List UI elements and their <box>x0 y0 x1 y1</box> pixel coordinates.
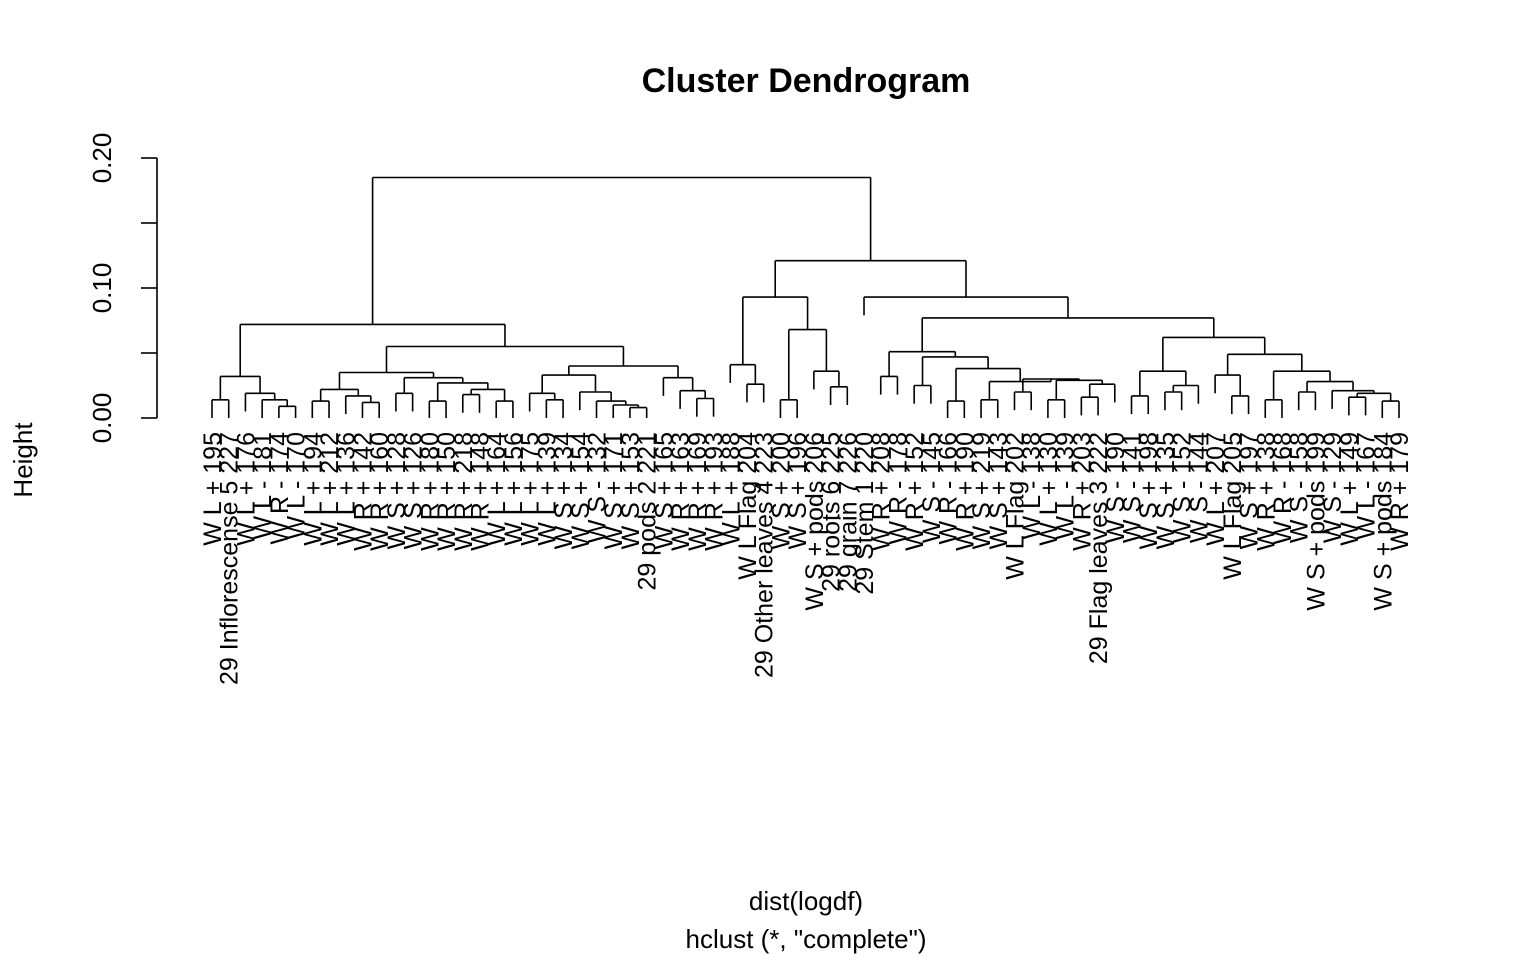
y-axis: 0.00 0.10 0.20 <box>87 133 158 444</box>
leaf-label: W R + 218 <box>450 432 478 551</box>
leaf-label: W S - 132 <box>584 432 612 543</box>
leaf-label: W L + 175 <box>517 432 545 546</box>
leaf-label: W R - 166 <box>935 432 963 545</box>
leaf-label: W L - 138 <box>1018 432 1046 539</box>
leaf-label: W S + 196 <box>784 432 812 549</box>
leaf-label: W S - 158 <box>1286 432 1314 543</box>
leaf-label: W L + 195 <box>199 432 227 546</box>
leaf-label: W S + 200 <box>767 432 795 549</box>
leaf-label: W S - 129 <box>1319 432 1347 543</box>
leaf-label: W L + 149 <box>1336 432 1364 546</box>
y-tick-label: 0.00 <box>87 393 117 444</box>
leaf-label: W L + 176 <box>232 432 260 546</box>
leaf-label: W S + 219 <box>968 432 996 549</box>
leaf-label: W S + 134 <box>550 432 578 550</box>
x-axis-label: dist(logdf) <box>749 886 863 916</box>
y-tick-label: 0.10 <box>87 263 117 314</box>
y-tick-label: 0.20 <box>87 133 117 184</box>
leaf-label: W R - 174 <box>266 432 294 545</box>
leaf-label: W R + 163 <box>667 432 695 551</box>
chart-sublabel: hclust (*, "complete") <box>686 924 927 954</box>
leaf-label: 29 Flag leaves 3 222 <box>1085 432 1113 664</box>
leaf-label: W R + 180 <box>416 432 444 551</box>
chart-title: Cluster Dendrogram <box>642 62 971 100</box>
leaf-label: 29 roots 6 225 <box>818 432 846 592</box>
leaf-label: W R + 152 <box>901 432 929 551</box>
leaf-label: W L + 156 <box>500 432 528 546</box>
leaf-label: W R + 179 <box>1386 432 1414 551</box>
leaf-label: W S + 126 <box>400 432 428 549</box>
leaf-label: W L + 139 <box>533 432 561 546</box>
leaf-label: W S + 128 <box>383 432 411 549</box>
leaf-label: W R + 203 <box>1068 432 1096 551</box>
leaf-label: W L - 181 <box>249 432 277 539</box>
leaf-label: W L + 212 <box>316 432 344 546</box>
leaf-label: W S + pods 184 <box>1369 432 1397 611</box>
leaf-label: 29 grain 7 226 <box>834 432 862 592</box>
leaf-label: W S + pods 206 <box>801 432 829 611</box>
leaf-label: W R + 208 <box>868 432 896 551</box>
leaf-label: W L + 130 <box>1035 432 1063 546</box>
leaf-label: W L + 194 <box>299 432 327 546</box>
dendrogram-branches <box>211 176 1400 418</box>
leaf-label: W R + 193 <box>701 432 729 551</box>
leaf-label: W L Flag 204 <box>734 432 762 580</box>
leaf-label: W S + 165 <box>650 432 678 549</box>
leaf-label: W S + 198 <box>1135 432 1163 549</box>
leaf-label: W R + 160 <box>366 432 394 551</box>
leaf-label: W L - 167 <box>1353 432 1381 539</box>
leaf-label: 29 Inflorescense 5 227 <box>216 432 244 685</box>
leaf-label: W S + 154 <box>567 432 595 550</box>
leaf-label: W L - 170 <box>283 432 311 539</box>
leaf-label: W L - 139 <box>1052 432 1080 539</box>
leaf-label: W L + 164 <box>483 432 511 546</box>
leaf-label: W R - 178 <box>884 432 912 545</box>
leaf-label: W R + 190 <box>951 432 979 551</box>
leaf-label: 29 pods 2 221 <box>634 432 662 590</box>
leaf-label: W S + 153 <box>617 432 645 549</box>
leaf-label: W S + 135 <box>1152 432 1180 549</box>
leaf-label: W R + 138 <box>1252 432 1280 551</box>
leaf-label: W S - 145 <box>918 432 946 543</box>
leaf-label: W S - 144 <box>1185 432 1213 543</box>
leaf-label: W L + 188 <box>717 432 745 546</box>
leaf-label: W S - 141 <box>1119 432 1147 543</box>
leaf-label: W L + 136 <box>333 432 361 546</box>
leaf-label: W S + 143 <box>985 432 1013 549</box>
leaf-label: W S + pods 199 <box>1302 432 1330 611</box>
leaf-label: W S - 190 <box>1102 432 1130 543</box>
leaf-label: W L Flag 205 <box>1219 432 1247 580</box>
leaf-label: W L + 207 <box>1202 432 1230 546</box>
leaf-label: W S + 171 <box>600 432 628 549</box>
leaf-label: W S - 152 <box>1169 432 1197 543</box>
y-axis-label: Height <box>8 422 38 498</box>
leaf-label: W R + 142 <box>349 432 377 551</box>
leaf-label: W R + 150 <box>433 432 461 551</box>
leaf-label: W R + 169 <box>684 432 712 551</box>
leaf-label: W R + 148 <box>466 432 494 551</box>
leaf-label: W L Flag 202 <box>1001 432 1029 580</box>
leaf-label: W S + 197 <box>1236 432 1264 549</box>
leaf-label: W R - 168 <box>1269 432 1297 545</box>
leaf-label: 29 Stem 1 220 <box>851 432 879 595</box>
leaf-label: 29 Other leaves 4 223 <box>751 432 779 678</box>
